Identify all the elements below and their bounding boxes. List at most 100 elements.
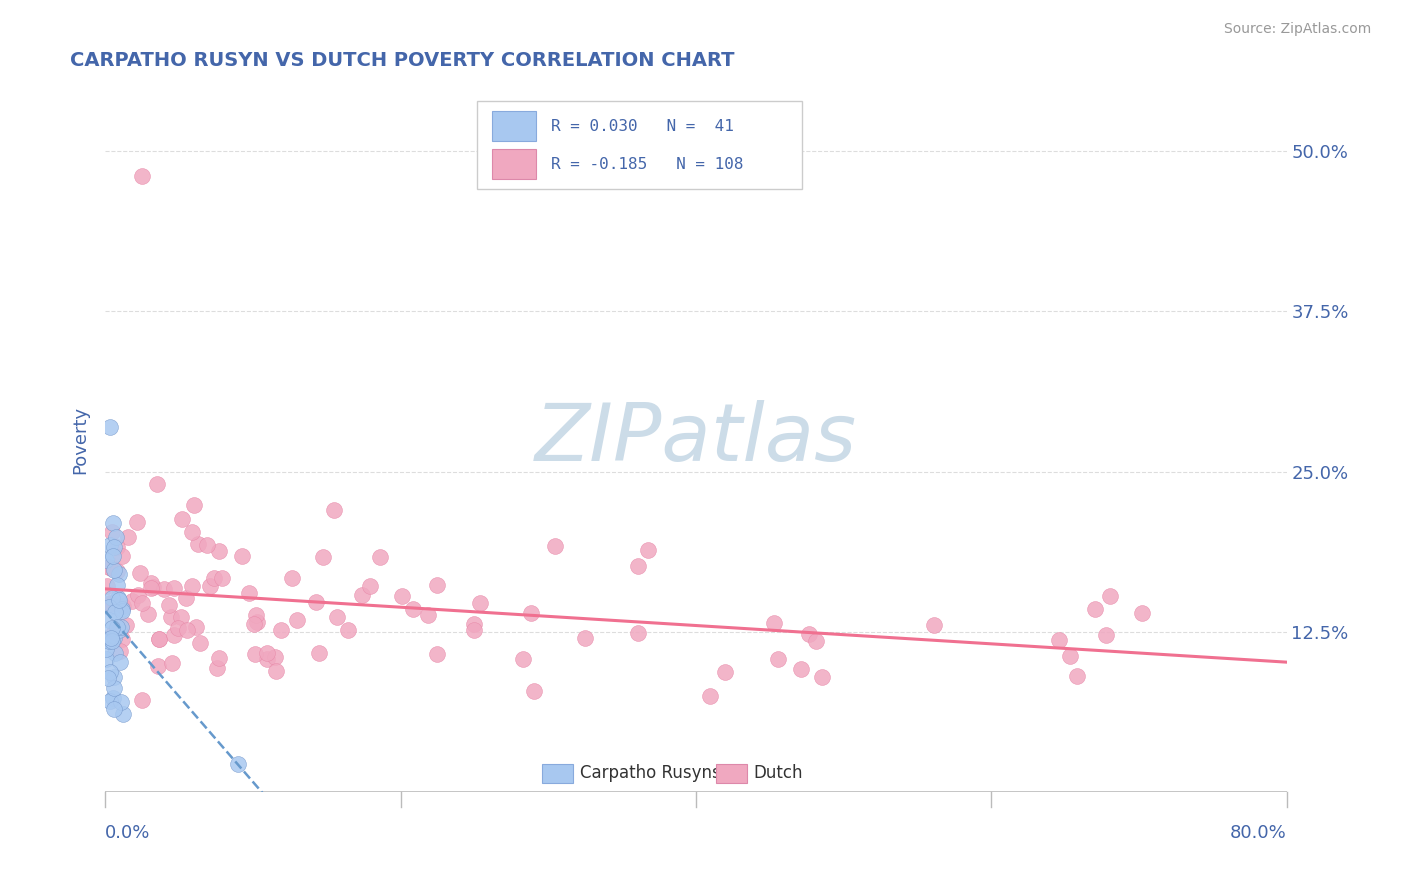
Point (117, 530, 139, 544)
Point (111, 603, 134, 617)
Point (105, 541, 128, 555)
Point (627, 626, 650, 640)
Point (136, 607, 159, 622)
Bar (492, 112, 537, 141)
Point (208, 651, 231, 665)
Point (103, 563, 125, 577)
Point (103, 540, 125, 554)
Text: CARPATHO RUSYN VS DUTCH POVERTY CORRELATION CHART: CARPATHO RUSYN VS DUTCH POVERTY CORRELAT… (70, 51, 734, 70)
Point (181, 525, 204, 540)
Point (1095, 628, 1118, 642)
Point (98, 419, 121, 434)
Point (264, 649, 287, 664)
Point (520, 606, 543, 620)
Point (111, 602, 134, 616)
Point (637, 543, 659, 558)
Point (714, 665, 737, 679)
Point (402, 602, 425, 616)
Point (463, 616, 485, 631)
Point (103, 631, 125, 645)
Point (231, 549, 253, 564)
Point (148, 632, 170, 646)
Point (312, 550, 335, 565)
Point (160, 656, 183, 670)
Point (96, 579, 118, 593)
Point (131, 169, 153, 184)
Point (107, 592, 129, 607)
Point (245, 607, 267, 622)
Point (922, 617, 945, 632)
FancyBboxPatch shape (478, 101, 803, 189)
Point (103, 702, 125, 716)
Text: 80.0%: 80.0% (1230, 824, 1286, 842)
Point (305, 594, 328, 608)
Point (170, 610, 193, 624)
Point (1047, 633, 1070, 648)
Point (108, 655, 131, 669)
Point (94, 642, 117, 657)
Bar (543, 764, 574, 782)
Point (129, 566, 152, 580)
Point (1084, 601, 1107, 615)
Point (790, 662, 813, 676)
Point (110, 620, 132, 634)
Point (512, 652, 534, 666)
Point (184, 620, 207, 634)
Point (176, 624, 198, 638)
Point (98, 596, 121, 610)
Text: ZIPatlas: ZIPatlas (534, 401, 858, 478)
Point (131, 693, 153, 707)
Point (426, 578, 449, 592)
Bar (492, 149, 537, 179)
Point (799, 627, 821, 641)
Point (323, 503, 346, 517)
Point (111, 632, 134, 647)
Point (627, 559, 650, 574)
Point (180, 578, 202, 592)
Point (766, 652, 789, 666)
Point (172, 512, 194, 526)
Point (127, 516, 149, 530)
Point (97, 632, 120, 646)
Point (426, 647, 449, 661)
Point (103, 681, 125, 695)
Point (121, 594, 143, 608)
Point (103, 625, 125, 640)
Point (208, 543, 231, 558)
Point (391, 589, 413, 603)
Point (97, 671, 120, 685)
Point (762, 616, 785, 631)
Point (107, 591, 129, 606)
Point (111, 706, 134, 721)
Point (246, 615, 269, 629)
Point (243, 617, 266, 632)
Point (105, 577, 128, 591)
Point (270, 623, 292, 637)
Text: Dutch: Dutch (754, 764, 803, 782)
Point (167, 622, 190, 636)
Point (544, 540, 567, 554)
Point (101, 549, 124, 564)
Point (183, 498, 205, 512)
Text: R = 0.030   N =  41: R = 0.030 N = 41 (551, 119, 734, 134)
Point (139, 575, 162, 590)
Point (205, 661, 228, 675)
Point (574, 632, 596, 646)
Point (105, 620, 128, 634)
Point (163, 581, 186, 595)
Point (98, 694, 121, 708)
Point (523, 684, 546, 698)
Point (806, 633, 828, 648)
Point (463, 623, 485, 637)
Point (111, 599, 134, 614)
Point (110, 644, 132, 658)
Y-axis label: Poverty: Poverty (72, 405, 89, 474)
Point (100, 634, 122, 648)
Point (163, 628, 186, 642)
Point (418, 607, 440, 622)
Bar (716, 764, 747, 782)
Point (350, 588, 373, 602)
Point (243, 647, 266, 661)
Point (308, 646, 330, 660)
Point (98, 600, 121, 615)
